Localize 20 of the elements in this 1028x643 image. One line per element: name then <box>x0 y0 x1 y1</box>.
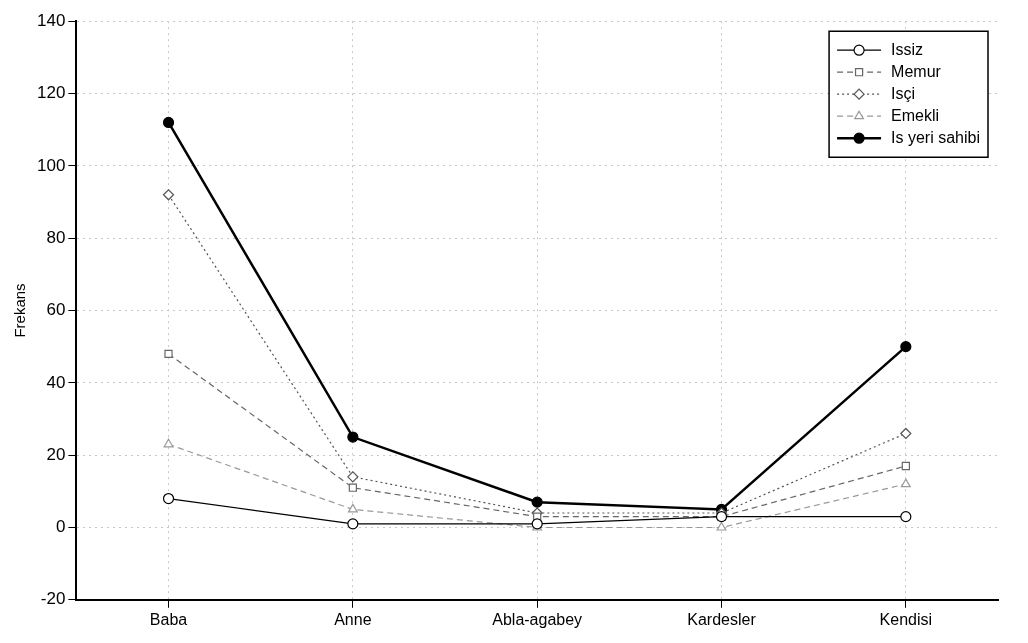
y-tick-label: 80 <box>46 227 66 247</box>
y-tick-label: 20 <box>46 444 66 464</box>
x-tick-label: Abla-agabey <box>492 610 583 628</box>
legend-label: Isçi <box>891 84 916 102</box>
legend-label: Is yeri sahibi <box>891 128 980 146</box>
y-tick-label: 140 <box>36 10 66 30</box>
legend-label: Memur <box>891 62 942 80</box>
y-tick-label: 40 <box>46 372 66 392</box>
x-tick-label: Kardesler <box>687 610 757 628</box>
x-tick-label: Anne <box>334 610 372 628</box>
y-tick-label: 0 <box>55 517 66 537</box>
y-tick-label: 60 <box>46 300 66 320</box>
x-tick-label: Baba <box>149 610 188 628</box>
x-tick-label: Kendisi <box>879 610 933 628</box>
y-tick-label: 120 <box>36 83 66 103</box>
legend-label: Issiz <box>891 40 924 58</box>
y-tick-label: -20 <box>40 589 66 609</box>
y-axis-title: Frekans <box>11 283 29 338</box>
legend-label: Emekli <box>891 106 940 124</box>
y-tick-label: 100 <box>36 155 66 175</box>
